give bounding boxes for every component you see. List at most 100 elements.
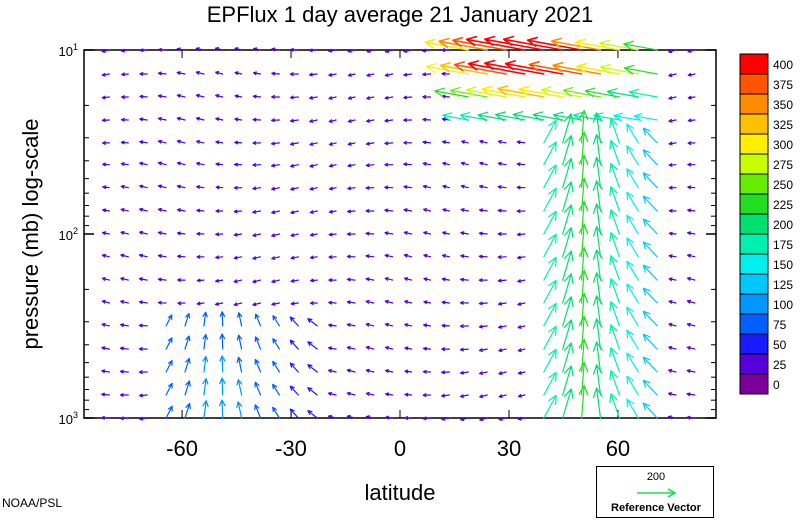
flux-vector xyxy=(271,210,280,215)
flux-vector xyxy=(121,72,129,77)
flux-vector xyxy=(423,277,432,282)
flux-vector xyxy=(465,35,526,51)
flux-vector xyxy=(328,346,337,351)
flux-vector xyxy=(626,168,639,189)
flux-vector xyxy=(403,162,413,167)
flux-vector xyxy=(157,231,167,235)
flux-vector xyxy=(642,287,658,304)
flux-vector xyxy=(215,185,224,190)
flux-vector xyxy=(236,379,243,396)
flux-vector xyxy=(592,249,603,281)
flux-vector xyxy=(157,300,167,305)
flux-vector xyxy=(517,255,526,260)
flux-vector xyxy=(687,72,696,77)
flux-vector xyxy=(441,370,450,375)
flux-vector xyxy=(626,237,639,258)
flux-vector xyxy=(184,335,191,350)
flux-vector xyxy=(101,118,110,123)
flux-vector xyxy=(309,142,318,146)
colorbar-label: 275 xyxy=(773,158,793,172)
flux-vector xyxy=(442,231,450,235)
flux-vector xyxy=(196,255,205,259)
flux-vector xyxy=(365,254,375,258)
flux-vector xyxy=(196,140,205,144)
flux-vector xyxy=(422,117,432,122)
flux-vector xyxy=(543,164,557,189)
flux-vector xyxy=(120,231,129,235)
flux-vector xyxy=(234,47,243,51)
flux-vector xyxy=(271,233,280,238)
flux-vector xyxy=(327,392,337,396)
flux-vector xyxy=(102,141,110,145)
flux-vector xyxy=(552,61,602,75)
flux-vector xyxy=(101,415,110,420)
flux-vector xyxy=(686,346,696,350)
flux-vector xyxy=(365,163,375,168)
flux-vector xyxy=(254,381,262,396)
flux-vector xyxy=(384,185,394,190)
flux-vector xyxy=(403,208,413,212)
flux-vector xyxy=(526,36,583,51)
flux-vector xyxy=(423,323,432,328)
flux-vector xyxy=(365,345,375,350)
flux-vector xyxy=(184,402,191,419)
flux-vector xyxy=(484,59,545,75)
flux-vector xyxy=(139,184,148,189)
flux-vector xyxy=(346,323,356,327)
flux-vector xyxy=(347,73,356,77)
flux-vector xyxy=(404,323,413,327)
flux-vector xyxy=(384,162,394,167)
flux-vector xyxy=(687,253,696,258)
flux-vector xyxy=(686,415,696,420)
flux-vector xyxy=(497,232,507,236)
flux-vector xyxy=(423,300,432,305)
flux-vector xyxy=(576,62,621,75)
flux-vector xyxy=(157,277,167,282)
chart-title: EPFlux 1 day average 21 January 2021 xyxy=(206,2,594,27)
flux-vector xyxy=(165,382,173,396)
flux-vector xyxy=(366,96,375,100)
flux-vector xyxy=(404,416,413,420)
flux-vector xyxy=(215,140,224,145)
flux-vector xyxy=(120,48,129,53)
flux-vector xyxy=(626,398,639,419)
flux-vector xyxy=(101,346,110,350)
flux-vector xyxy=(120,208,129,212)
flux-vector xyxy=(365,209,375,213)
flux-vector xyxy=(219,377,226,396)
flux-vector xyxy=(309,164,318,168)
flux-vector xyxy=(642,310,658,327)
flux-vector xyxy=(101,299,110,304)
flux-vector xyxy=(347,209,356,214)
flux-vector xyxy=(289,362,299,373)
flux-vector xyxy=(196,301,205,306)
colorbar-label: 350 xyxy=(773,98,793,112)
flux-vector xyxy=(102,208,110,213)
flux-vector xyxy=(465,86,507,98)
flux-vector xyxy=(384,208,394,213)
flux-vector xyxy=(138,347,148,351)
flux-vector xyxy=(271,47,280,52)
flux-vector xyxy=(157,117,167,121)
flux-vector xyxy=(668,118,677,123)
flux-vector xyxy=(139,117,148,122)
flux-vector xyxy=(609,118,620,144)
flux-vector xyxy=(592,203,603,235)
flux-vector xyxy=(403,185,413,189)
flux-vector xyxy=(328,163,337,168)
flux-vector xyxy=(642,127,658,144)
flux-vector xyxy=(498,325,507,329)
flux-vector xyxy=(119,393,129,397)
flux-vector xyxy=(365,141,375,146)
colorbar-label: 200 xyxy=(773,218,793,232)
flux-vector xyxy=(592,156,603,189)
flux-vector xyxy=(403,95,413,100)
flux-vector xyxy=(236,401,243,419)
flux-vector xyxy=(384,231,394,236)
flux-vector xyxy=(120,184,129,189)
flux-vector xyxy=(195,47,205,51)
flux-vector xyxy=(328,209,337,214)
flux-vector xyxy=(609,324,620,350)
flux-vector xyxy=(668,368,677,373)
flux-vector xyxy=(119,369,129,374)
